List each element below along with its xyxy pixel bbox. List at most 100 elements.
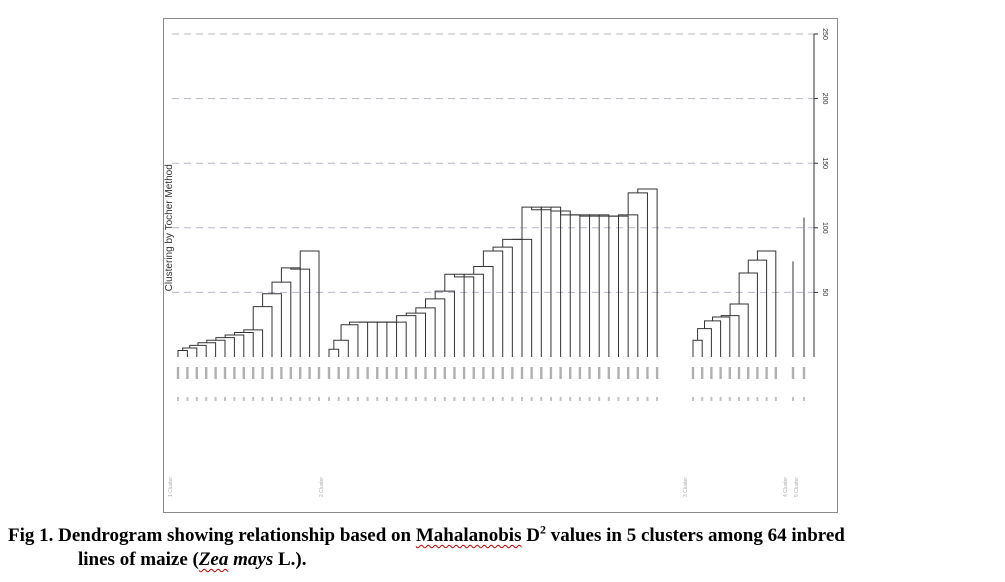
leaf-label-22 [376, 367, 379, 379]
leaf-index-62 [792, 397, 794, 401]
leaf-label-21 [366, 367, 369, 379]
leaf-index-37 [521, 397, 523, 401]
caption-mahalanobis: Mahalanobis [415, 525, 522, 546]
leaf-index-6 [224, 397, 226, 401]
leaf-label-19 [347, 367, 350, 379]
leaf-label-11 [270, 367, 274, 379]
leaf-label-52 [691, 367, 695, 379]
caption-zea: Zea [198, 549, 229, 570]
leaf-label-14 [299, 367, 302, 379]
y-tick-label-50: 50 [821, 289, 828, 297]
leaf-index-2 [186, 397, 189, 401]
merge-c2-30 [598, 214, 619, 357]
merge-c2-2 [333, 339, 349, 357]
leaf-label-31 [462, 367, 466, 379]
leaf-label-26 [414, 367, 418, 379]
leaf-index-13 [289, 397, 292, 401]
merge-c1-15 [299, 250, 320, 357]
leaf-label-61 [774, 367, 777, 379]
leaf-index-38 [530, 397, 533, 401]
leaf-label-5 [214, 367, 217, 379]
leaf-index-32 [472, 397, 475, 401]
leaf-label-36 [511, 367, 514, 379]
y-axis: 50 100 150 200 250 [813, 28, 828, 357]
caption-text-d: L.). [277, 549, 307, 570]
caption-d: D [526, 525, 540, 546]
leaf-label-50 [646, 367, 649, 379]
leaf-index-18 [337, 397, 340, 401]
leaf-label-48 [626, 367, 630, 379]
leaf-label-56 [728, 367, 731, 379]
y-tick-label-150: 150 [821, 157, 828, 169]
leaf-index-44 [588, 397, 591, 401]
leaf-label-41 [559, 367, 562, 379]
leaf-label-29 [443, 367, 446, 379]
leaf-index-54 [710, 397, 713, 401]
leaf-label-53 [701, 367, 704, 379]
leaf-index-40 [549, 397, 552, 401]
cluster-label-2: 2 Cluster [319, 477, 325, 497]
leaf-label-7 [233, 367, 236, 379]
leaf-label-55 [719, 367, 722, 379]
leaf-label-46 [607, 367, 611, 379]
dendrogram-chart: 50 100 150 200 250 1 Cluster 2 Cluster 3 Clust… [163, 18, 838, 513]
leaf-index-61 [774, 397, 777, 401]
leaf-index-42 [569, 397, 572, 401]
leaf-label-12 [280, 367, 283, 379]
figure-caption: Fig 1. Dendrogram showing relationship b… [8, 524, 998, 572]
y-axis-label: Clustering by Tocher Method [164, 164, 175, 291]
leaf-index-36 [511, 397, 514, 401]
leaf-index-39 [540, 397, 543, 401]
leaf-index-47 [617, 397, 620, 401]
leaf-index-22 [376, 397, 379, 401]
leaf-index-41 [559, 397, 562, 401]
caption-text-c: lines of maize ( [78, 549, 199, 570]
leaf-label-6 [223, 367, 227, 379]
leaf-label-24 [395, 367, 398, 379]
leaf-label-45 [598, 367, 601, 379]
leaf-label-30 [453, 367, 456, 379]
cluster-labels: 1 Cluster 2 Cluster 3 Cluster 4 Cluster 5 Cl… [168, 477, 800, 497]
y-tick-label-200: 200 [821, 93, 828, 105]
leaf-label-51 [655, 367, 659, 379]
leaf-label-57 [737, 367, 741, 379]
leaf-index-56 [728, 397, 731, 401]
merge-c1-14 [290, 267, 311, 357]
merge-c3-1 [692, 339, 703, 357]
leaf-label-8 [242, 367, 245, 379]
leaf-index-57 [738, 397, 740, 401]
leaf-index-17 [328, 397, 330, 401]
leaf-label-40 [549, 367, 553, 379]
leaf-label-27 [424, 367, 427, 379]
leaf-index-20 [356, 397, 359, 401]
leaf-index-59 [756, 397, 759, 401]
leaf-index-55 [719, 397, 722, 401]
leaf-label-20 [356, 367, 360, 379]
leaf-index-60 [765, 397, 768, 401]
y-tick-label-250: 250 [821, 28, 828, 40]
leaf-index-30 [453, 397, 456, 401]
leaf-labels [176, 367, 806, 401]
leaf-index-49 [636, 397, 639, 401]
leaf-index-58 [747, 397, 750, 401]
merge-c1-3 [189, 344, 207, 357]
leaf-index-34 [492, 397, 495, 401]
dendrogram-svg: 50 100 150 200 250 1 Cluster 2 Cluster 3 Clust… [164, 28, 828, 497]
leaf-label-15 [308, 367, 311, 379]
leaf-index-52 [692, 397, 694, 401]
leaf-label-34 [491, 367, 495, 379]
leaf-index-4 [205, 397, 208, 401]
leaf-label-3 [195, 367, 198, 379]
caption-text-a: Dendrogram showing relationship based on [58, 525, 412, 546]
leaf-index-35 [501, 397, 504, 401]
leaf-index-11 [271, 397, 273, 401]
merge-c2-4 [349, 321, 369, 357]
leaf-index-45 [598, 397, 601, 401]
leaf-label-43 [578, 367, 582, 379]
leaf-index-63 [803, 397, 805, 401]
leaf-label-10 [261, 367, 264, 379]
cluster-label-1: 1 Cluster [168, 477, 174, 497]
caption-line-2: lines of maize (Zea mays L.). [8, 548, 998, 572]
leaf-index-8 [242, 397, 245, 401]
leaf-label-62 [791, 367, 795, 379]
